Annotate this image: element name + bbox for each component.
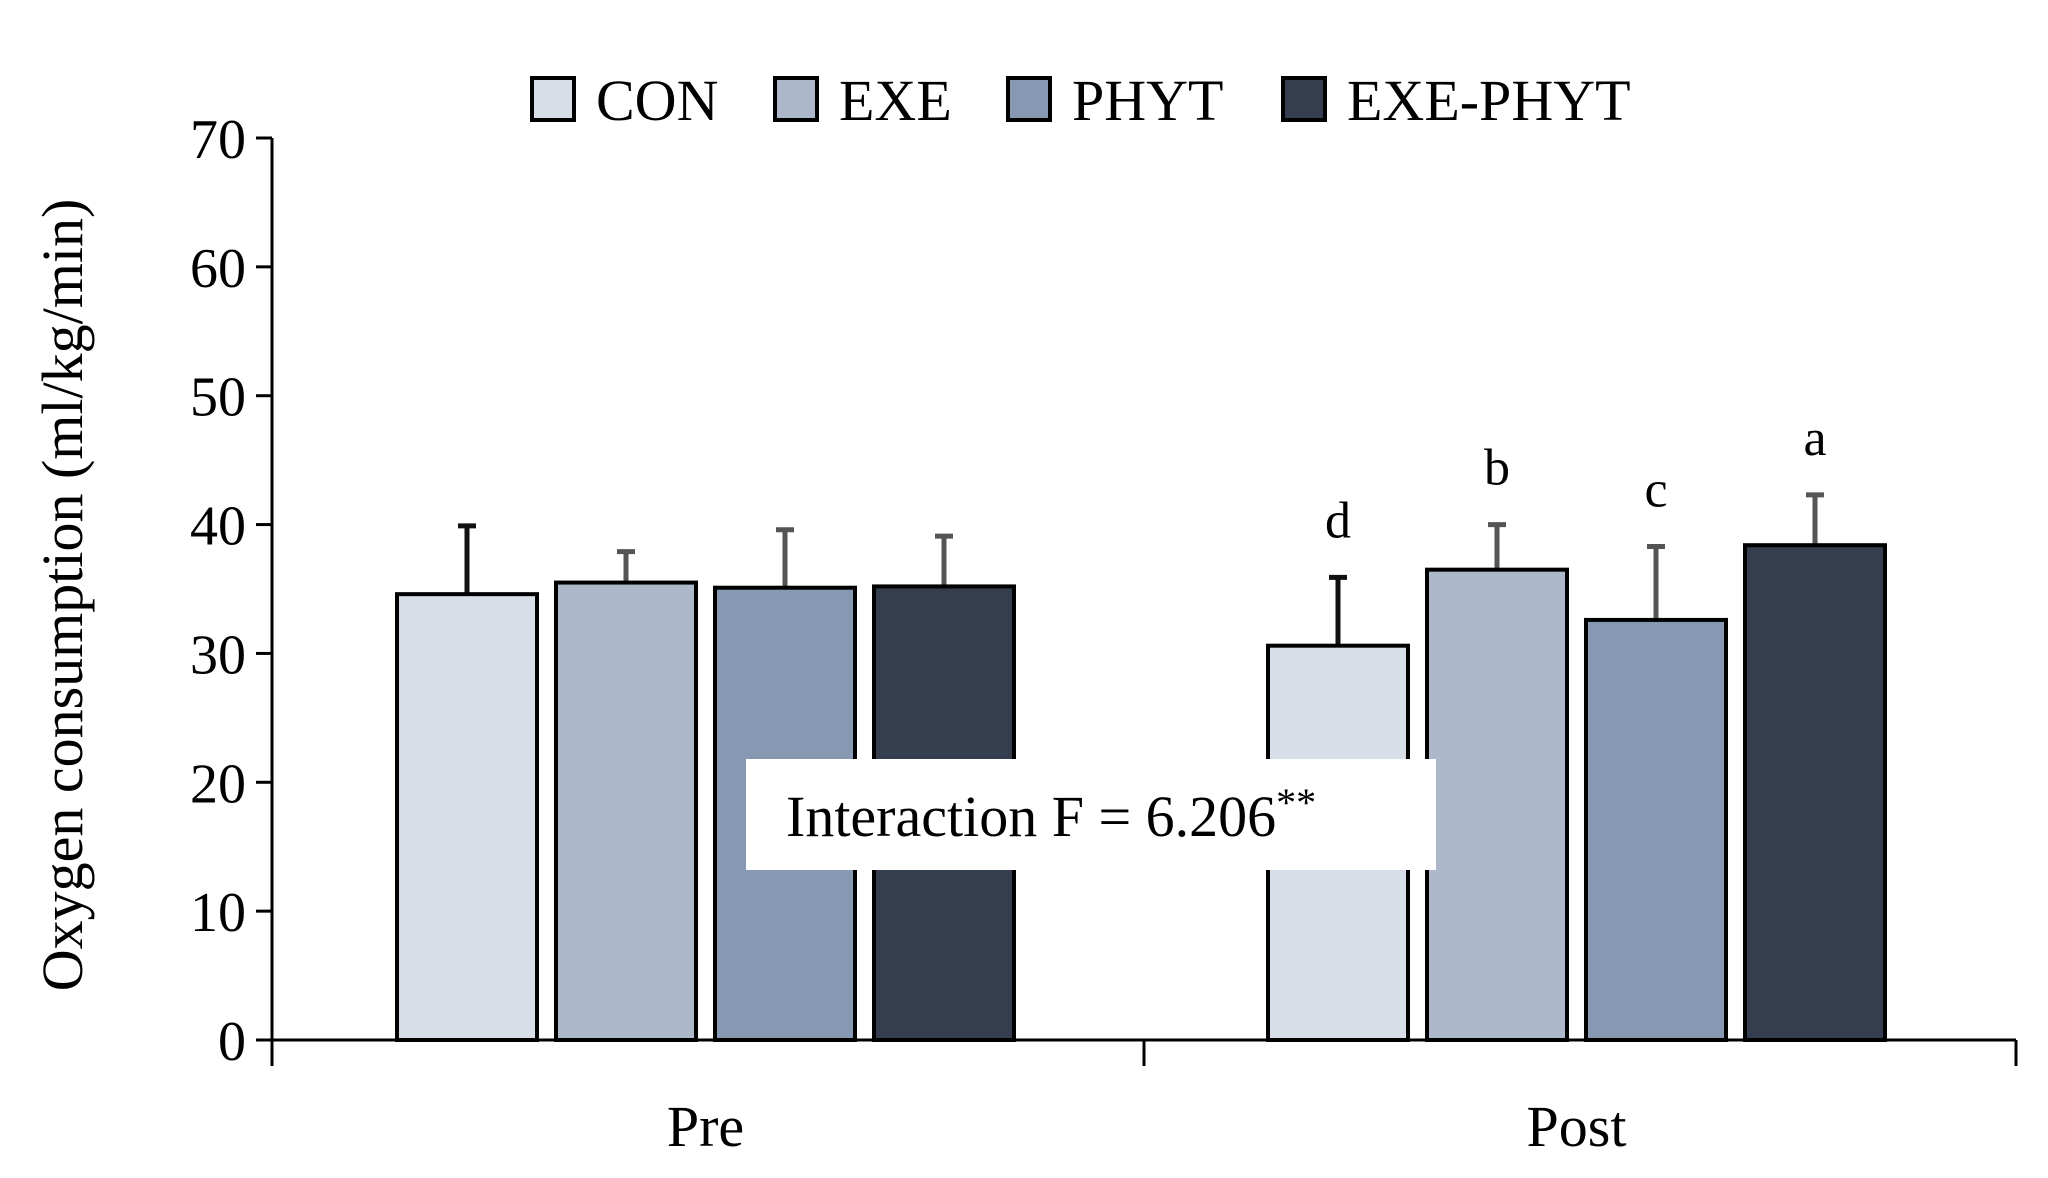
legend-label: PHYT [1072, 68, 1223, 133]
y-tick-label: 0 [218, 1011, 246, 1073]
y-tick-label: 40 [190, 496, 246, 558]
significance-letter: b [1484, 440, 1510, 497]
y-axis: 0 10 20 30 40 50 60 70 [190, 109, 274, 1073]
legend-label: EXE [839, 68, 952, 133]
x-tick-label: Pre [667, 1094, 744, 1159]
legend-swatch [1006, 76, 1052, 122]
interaction-annotation: Interaction F = 6.206** [746, 759, 1436, 870]
legend-label: CON [596, 68, 718, 133]
y-tick-label: 50 [190, 367, 246, 429]
legend-swatch [530, 76, 576, 122]
significance-letter: d [1325, 492, 1351, 549]
annotation-text: Interaction F = 6.206** [786, 780, 1316, 849]
annotation-superscript: ** [1276, 780, 1316, 825]
y-tick-label: 60 [190, 238, 246, 300]
y-tick-label: 10 [190, 882, 246, 944]
legend-swatch [773, 76, 819, 122]
annotation-box [746, 759, 1436, 870]
legend-swatch [1281, 76, 1327, 122]
significance-letter: a [1803, 410, 1826, 467]
bar [554, 580, 698, 1042]
bar [1743, 543, 1887, 1043]
bars: d b c a [395, 410, 1887, 1043]
x-axis: Pre Post [270, 1038, 2018, 1159]
bar [1584, 617, 1728, 1042]
x-tick-label: Post [1527, 1094, 1627, 1159]
y-tick-label: 20 [190, 753, 246, 815]
y-axis-title: Oxygen consumption (ml/kg/min) [30, 199, 95, 992]
y-tick-label: 30 [190, 624, 246, 686]
bar [395, 592, 539, 1042]
y-tick-label: 70 [190, 109, 246, 171]
bar [1425, 567, 1569, 1043]
legend-label: EXE-PHYT [1347, 68, 1631, 133]
legend: CON EXE PHYT EXE-PHYT [530, 68, 1631, 133]
significance-letter: c [1644, 461, 1667, 518]
